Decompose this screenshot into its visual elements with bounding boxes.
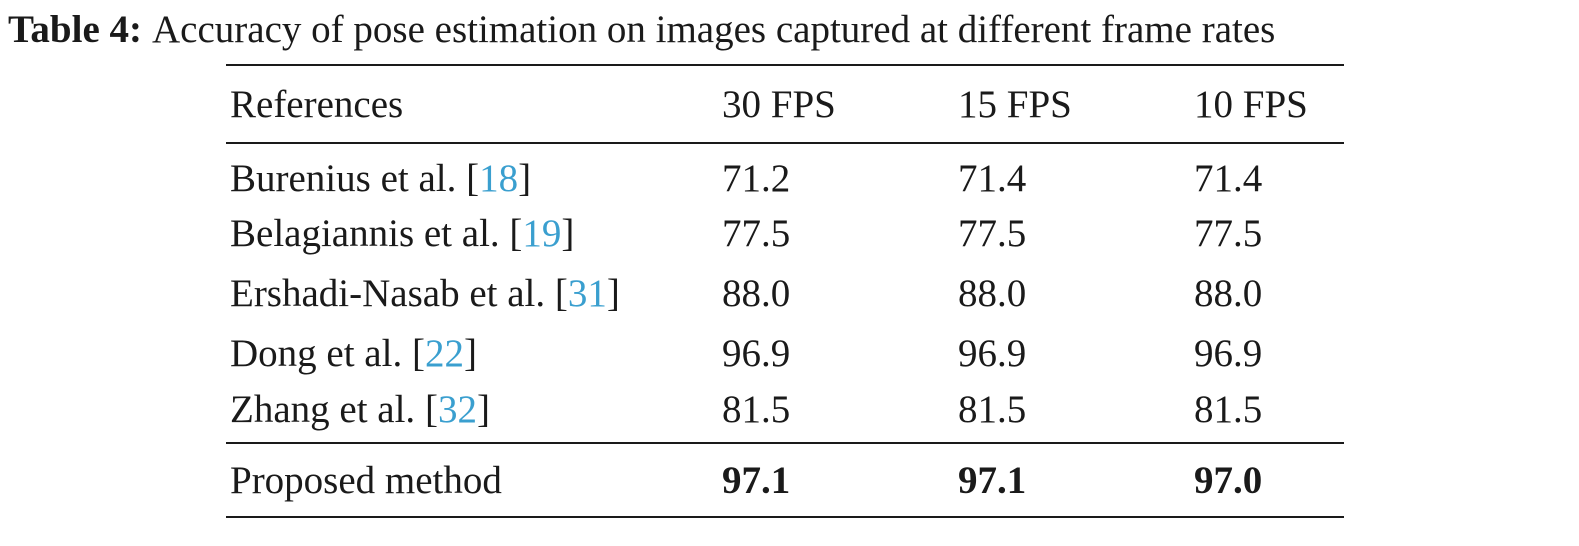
reference-cell: Zhang et al. [32]	[230, 388, 490, 431]
value-15fps: 88.0	[958, 271, 1027, 315]
caption-text: Accuracy of pose estimation on images ca…	[152, 8, 1276, 51]
reference-cell: Ershadi-Nasab et al. [31]	[230, 271, 620, 315]
value-30fps: 88.0	[722, 271, 791, 315]
reference-name: Burenius et al.	[230, 157, 457, 200]
reference-name: Belagiannis et al.	[230, 211, 500, 255]
table-row: Belagiannis et al. [19] 77.5 77.5 77.5	[226, 203, 1344, 263]
table-caption: Table 4: Accuracy of pose estimation on i…	[8, 6, 1275, 54]
reference-name: Dong et al.	[230, 331, 403, 375]
value-15fps: 96.9	[958, 331, 1027, 375]
table-row: Dong et al. [22] 96.9 96.9 96.9	[226, 323, 1344, 383]
table-row: Zhang et al. [32] 81.5 81.5 81.5	[226, 383, 1344, 443]
reference-cell: Burenius et al. [18]	[230, 157, 532, 200]
citation-link[interactable]: 18	[479, 157, 519, 200]
value-10fps: 71.4	[1194, 157, 1263, 200]
value-10fps: 96.9	[1194, 331, 1263, 375]
reference-name: Ershadi-Nasab et al.	[230, 271, 546, 315]
proposed-method-name: Proposed method	[230, 458, 502, 502]
proposed-value-15fps: 97.1	[958, 458, 1027, 502]
value-15fps: 81.5	[958, 388, 1027, 431]
header-references: References	[230, 82, 404, 126]
header-30fps: 30 FPS	[722, 82, 836, 126]
value-10fps: 77.5	[1194, 211, 1263, 255]
value-10fps: 88.0	[1194, 271, 1263, 315]
header-15fps: 15 FPS	[958, 82, 1072, 126]
proposed-method-row: Proposed method 97.1 97.1 97.0	[226, 443, 1344, 517]
citation-link[interactable]: 32	[437, 388, 477, 431]
reference-name: Zhang et al.	[230, 388, 416, 431]
results-table: References 30 FPS 15 FPS 10 FPS Burenius…	[226, 64, 1344, 518]
table-row: Ershadi-Nasab et al. [31] 88.0 88.0 88.0	[226, 263, 1344, 323]
proposed-value-30fps: 97.1	[722, 458, 791, 502]
value-30fps: 77.5	[722, 211, 791, 255]
value-15fps: 71.4	[958, 157, 1027, 200]
header-10fps: 10 FPS	[1194, 82, 1308, 126]
citation-link[interactable]: 22	[424, 331, 464, 375]
value-10fps: 81.5	[1194, 388, 1263, 431]
value-30fps: 96.9	[722, 331, 791, 375]
value-15fps: 77.5	[958, 211, 1027, 255]
caption-label: Table 4:	[8, 8, 143, 51]
reference-cell: Belagiannis et al. [19]	[230, 211, 575, 255]
citation-link[interactable]: 31	[567, 271, 607, 315]
header-row: References 30 FPS 15 FPS 10 FPS	[226, 65, 1344, 143]
results-table-container: References 30 FPS 15 FPS 10 FPS Burenius…	[226, 64, 1344, 518]
proposed-value-10fps: 97.0	[1194, 458, 1263, 502]
value-30fps: 81.5	[722, 388, 791, 431]
citation-link[interactable]: 19	[522, 211, 562, 255]
reference-cell: Dong et al. [22]	[230, 331, 477, 375]
table-row: Burenius et al. [18] 71.2 71.4 71.4	[226, 143, 1344, 203]
value-30fps: 71.2	[722, 157, 791, 200]
